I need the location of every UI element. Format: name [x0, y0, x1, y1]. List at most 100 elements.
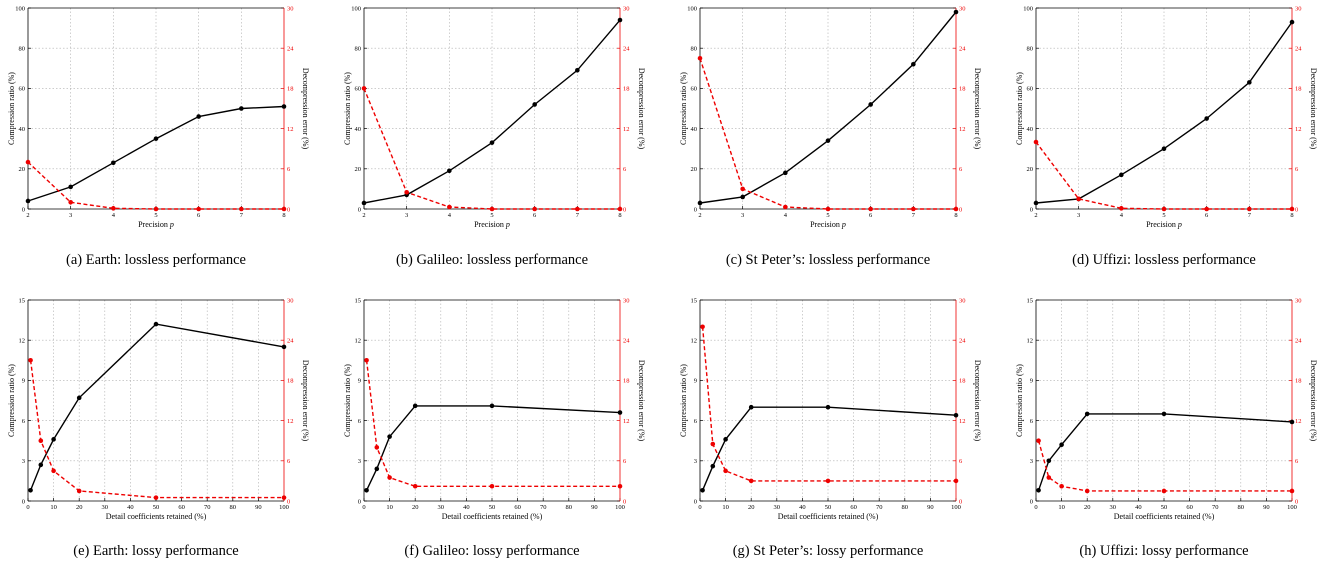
y-axis-label: Compression ratio (%) — [679, 364, 688, 437]
x-tick-label: 100 — [615, 504, 625, 511]
x-tick-label: 30 — [774, 504, 781, 511]
x-tick-label: 60 — [850, 504, 857, 511]
point-error — [868, 206, 873, 212]
point-ratio — [1161, 146, 1167, 151]
y2-axis-label: Decompression error (%) — [637, 68, 646, 150]
point-ratio — [489, 140, 495, 145]
point-ratio — [710, 463, 716, 469]
series-line-error — [699, 58, 956, 210]
x-tick-label: 7 — [240, 212, 244, 219]
y-tick-label: 0 — [1030, 498, 1033, 505]
point-ratio — [783, 170, 788, 176]
point-error — [1059, 483, 1064, 489]
point-error — [617, 206, 623, 212]
y-tick-label: 0 — [22, 498, 25, 505]
y2-tick-label: 30 — [959, 297, 966, 304]
point-error — [387, 475, 392, 480]
x-tick-label: 8 — [1290, 212, 1293, 219]
point-ratio — [387, 434, 392, 439]
y-tick-label: 40 — [19, 126, 26, 133]
point-ratio — [68, 184, 73, 190]
point-ratio — [1084, 411, 1090, 417]
point-ratio — [196, 114, 201, 119]
y2-tick-label: 24 — [287, 46, 294, 53]
y2-tick-label: 12 — [1295, 126, 1302, 133]
point-error — [412, 483, 418, 489]
y-tick-label: 60 — [19, 86, 26, 93]
y2-tick-label: 0 — [623, 498, 626, 505]
panel-caption: (f) Galileo: lossy performance — [404, 543, 579, 559]
y-tick-label: 0 — [22, 206, 25, 213]
series-line-ratio — [701, 406, 957, 491]
x-tick-label: 20 — [76, 504, 83, 511]
y2-tick-label: 24 — [959, 46, 966, 53]
x-tick-label: 2 — [362, 212, 365, 219]
x-tick-label: 50 — [825, 504, 832, 511]
y2-tick-label: 0 — [287, 206, 290, 213]
series-line-ratio — [1035, 21, 1293, 204]
y-tick-label: 15 — [355, 297, 362, 304]
x-tick-label: 5 — [1162, 212, 1165, 219]
x-tick-label: 30 — [438, 504, 445, 511]
point-ratio — [364, 487, 369, 493]
point-ratio — [1033, 200, 1039, 206]
point-ratio — [748, 404, 754, 410]
x-tick-label: 40 — [799, 504, 806, 511]
y2-tick-label: 24 — [623, 46, 630, 53]
panel-g: 0 10 20 30 40 50 60 70 80 90 100036912150612182430… — [679, 297, 982, 559]
point-error — [617, 483, 623, 489]
y-tick-label: 20 — [691, 166, 698, 173]
point-error — [76, 488, 82, 494]
y2-tick-label: 6 — [287, 166, 291, 173]
x-tick-label: 50 — [489, 504, 496, 511]
y2-tick-label: 6 — [1295, 166, 1299, 173]
x-tick-label: 7 — [912, 212, 916, 219]
point-error — [1161, 206, 1167, 212]
y2-axis-label: Decompression error (%) — [1309, 68, 1318, 150]
y-tick-label: 0 — [1030, 206, 1033, 213]
x-tick-label: 100 — [1287, 504, 1297, 511]
y-tick-label: 3 — [22, 458, 25, 465]
y-tick-label: 20 — [355, 166, 362, 173]
point-ratio — [447, 168, 452, 174]
point-ratio — [1204, 116, 1209, 121]
point-error — [911, 206, 916, 212]
y2-axis-label: Decompression error (%) — [301, 360, 310, 442]
y2-tick-label: 18 — [1295, 378, 1302, 385]
series-line-ratio — [1037, 413, 1293, 491]
y2-axis-label: Decompression error (%) — [301, 68, 310, 150]
panel-caption: (e) Earth: lossy performance — [73, 543, 238, 559]
series-line-ratio — [29, 323, 285, 491]
x-tick-label: 5 — [826, 212, 829, 219]
x-tick-label: 80 — [230, 504, 237, 511]
x-tick-label: 50 — [1161, 504, 1168, 511]
point-ratio — [239, 106, 244, 111]
x-tick-label: 60 — [1186, 504, 1193, 511]
y2-tick-label: 24 — [623, 338, 630, 345]
x-tick-label: 0 — [1034, 504, 1037, 511]
panel-caption: (g) St Peter’s: lossy performance — [733, 543, 924, 559]
y2-tick-label: 0 — [623, 206, 626, 213]
y2-tick-label: 24 — [287, 338, 294, 345]
y-tick-label: 12 — [1027, 338, 1034, 345]
y2-tick-label: 18 — [959, 378, 966, 385]
point-ratio — [1289, 419, 1295, 425]
y2-axis-label: Decompression error (%) — [973, 68, 982, 150]
point-error — [489, 483, 495, 489]
y2-tick-label: 12 — [959, 418, 966, 425]
point-error — [281, 206, 287, 212]
point-error — [740, 186, 745, 192]
y2-tick-label: 30 — [623, 5, 630, 12]
x-tick-label: 10 — [50, 504, 57, 511]
y2-tick-label: 30 — [287, 297, 294, 304]
x-tick-label: 90 — [255, 504, 262, 511]
point-ratio — [697, 200, 703, 206]
x-tick-label: 4 — [1120, 212, 1124, 219]
point-ratio — [723, 437, 728, 442]
point-ratio — [953, 9, 959, 15]
x-tick-label: 4 — [112, 212, 116, 219]
point-error — [532, 206, 537, 212]
y-tick-label: 6 — [694, 418, 698, 425]
y-axis-label: Compression ratio (%) — [1015, 72, 1024, 145]
x-tick-label: 100 — [951, 504, 961, 511]
